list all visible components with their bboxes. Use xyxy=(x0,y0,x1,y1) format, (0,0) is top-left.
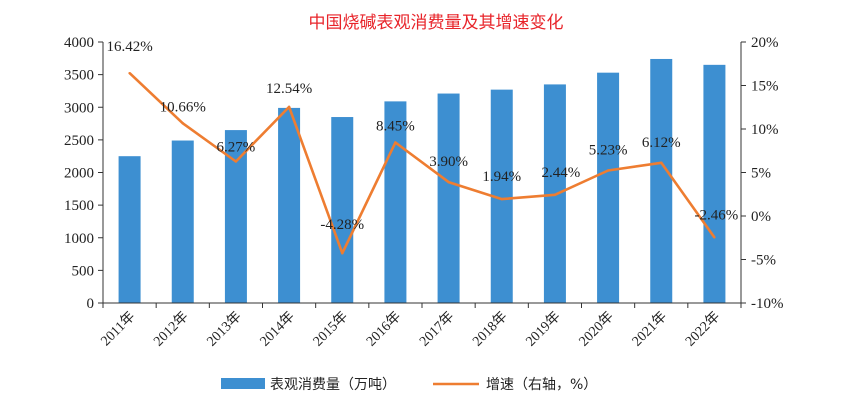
growth-data-label: 12.54% xyxy=(266,81,312,97)
growth-point xyxy=(447,180,450,184)
growth-point xyxy=(128,71,131,75)
x-tick-label: 2017年 xyxy=(416,309,457,350)
bars-layer xyxy=(118,58,726,304)
x-tick-label: 2015年 xyxy=(310,309,351,350)
legend-swatch-bar xyxy=(221,378,265,389)
y-right-tick-label: 20% xyxy=(751,35,779,51)
growth-data-label: 2.44% xyxy=(542,165,581,181)
growth-data-label: 6.12% xyxy=(642,135,681,151)
x-tick-label: 2022年 xyxy=(682,309,723,350)
growth-data-label: 3.90% xyxy=(429,154,468,170)
y-left-tick-label: 2000 xyxy=(64,166,94,182)
growth-line xyxy=(128,72,716,255)
growth-point xyxy=(287,105,291,109)
x-tick-label: 2012年 xyxy=(151,309,192,350)
growth-point xyxy=(181,122,184,125)
bar-2014年 xyxy=(278,107,301,303)
chart-title: 中国烧碱表观消费量及其增速变化 xyxy=(309,13,564,33)
x-tick-label: 2013年 xyxy=(204,309,245,350)
growth-data-label: 5.23% xyxy=(589,142,628,158)
growth-point xyxy=(500,197,503,201)
y-left-tick-label: 2500 xyxy=(64,133,94,149)
growth-point xyxy=(606,169,610,172)
growth-point xyxy=(713,236,716,239)
y-right-tick-label: -10% xyxy=(751,296,784,312)
growth-data-label: 6.27% xyxy=(217,139,256,155)
y-left-tick-label: 1000 xyxy=(64,231,94,247)
bar-2013年 xyxy=(224,130,247,303)
growth-point xyxy=(553,193,557,196)
y-right-tick-label: 10% xyxy=(751,122,779,138)
y-left-tick-label: 500 xyxy=(72,263,95,279)
bar-2012年 xyxy=(171,140,194,303)
legend-label-bar: 表观消费量（万吨） xyxy=(270,377,396,393)
x-tick-label: 2021年 xyxy=(629,309,670,350)
y-right-tick-label: -5% xyxy=(751,253,776,269)
bar-2011年 xyxy=(118,156,141,303)
y-right-tick-label: 5% xyxy=(751,166,771,182)
y-left-tick-label: 1500 xyxy=(64,198,94,214)
y-left-tick-label: 4000 xyxy=(64,35,94,51)
bar-2017年 xyxy=(437,93,460,303)
growth-data-label: -4.28% xyxy=(320,217,364,233)
x-tick-label: 2018年 xyxy=(470,309,511,350)
y-right-tick-label: 0% xyxy=(751,209,771,225)
x-tick-label: 2016年 xyxy=(363,309,404,350)
growth-point xyxy=(394,141,397,144)
legend-label-line: 增速（右轴，%） xyxy=(486,377,597,393)
legend: 表观消费量（万吨） 增速（右轴，%） xyxy=(221,377,597,393)
x-tick-label: 2014年 xyxy=(257,309,298,350)
bar-2020年 xyxy=(597,72,620,303)
growth-point xyxy=(341,252,344,255)
x-tick-label: 2011年 xyxy=(98,309,139,350)
growth-point xyxy=(660,161,663,164)
bar-2015年 xyxy=(331,117,354,303)
y-left-tick-label: 0 xyxy=(87,296,95,312)
growth-point xyxy=(234,160,238,163)
data-labels-layer: 16.42% 10.66% 6.27% 12.54% -4.28% 8.45% 3.90% 1… xyxy=(106,39,738,233)
bar-2021年 xyxy=(650,58,673,304)
bar-2022年 xyxy=(703,64,726,304)
x-tick-label: 2019年 xyxy=(523,309,564,350)
bar-2018年 xyxy=(490,89,513,303)
y-left-tick-label: 3000 xyxy=(64,100,94,116)
growth-data-label: 10.66% xyxy=(160,99,206,115)
x-tick-label: 2020年 xyxy=(576,309,617,350)
growth-data-label: 8.45% xyxy=(376,118,415,134)
growth-data-label: 1.94% xyxy=(482,169,521,185)
growth-data-label: 16.42% xyxy=(106,39,152,55)
y-right-tick-label: 15% xyxy=(751,79,779,95)
growth-data-label: -2.46% xyxy=(695,207,739,223)
y-left-tick-label: 3500 xyxy=(64,68,94,84)
line-layer xyxy=(128,71,716,255)
